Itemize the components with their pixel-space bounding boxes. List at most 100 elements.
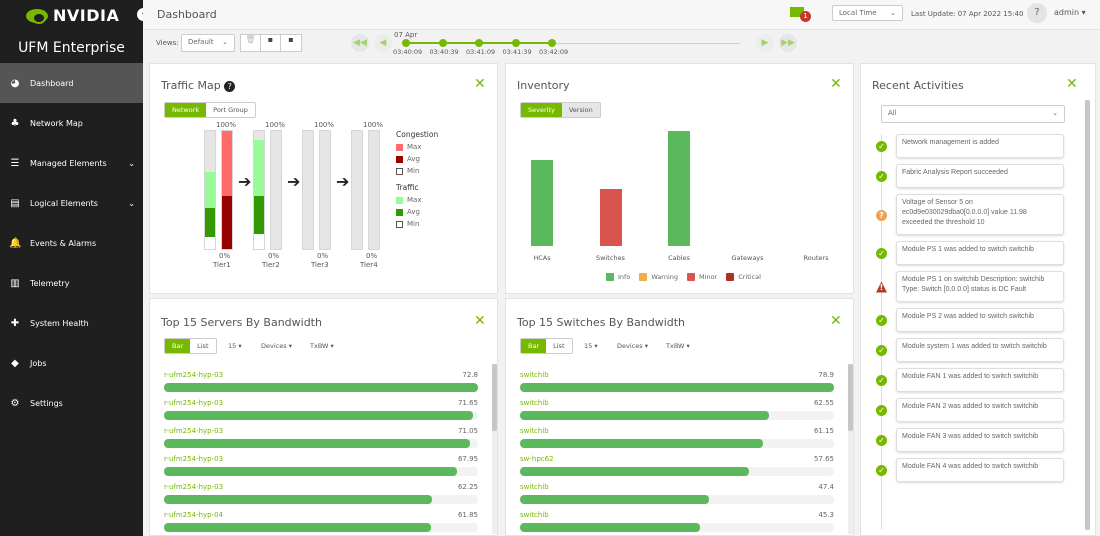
close-panel-icon[interactable]: ✕ [1066, 76, 1078, 92]
fast-forward-button[interactable]: ▶▶ [779, 34, 797, 52]
activity-item[interactable]: Module FAN 4 was added to switch switchi… [896, 458, 1064, 482]
sidebar-item-network-map[interactable]: ♣ Network Map [0, 103, 143, 143]
bandwidth-row[interactable]: switchib 61.15 [520, 427, 834, 449]
activity-item[interactable]: Module FAN 2 was added to switch switchi… [896, 398, 1064, 422]
inventory-bar[interactable] [599, 188, 622, 246]
device-link[interactable]: r-ufm254-hyp-03 [164, 371, 224, 379]
tab-network[interactable]: Network [165, 103, 207, 117]
bandwidth-row[interactable]: r-ufm254-hyp-03 62.25 [164, 483, 478, 505]
activity-item[interactable]: Module PS 1 was added to switch switchib [896, 241, 1064, 265]
activity-item[interactable]: Module system 1 was added to switch swit… [896, 338, 1064, 362]
metric-dropdown[interactable]: TxBW ▾ [310, 342, 334, 350]
bandwidth-row[interactable]: r-ufm254-hyp-03 71.05 [164, 427, 478, 449]
metric-dropdown[interactable]: TxBW ▾ [666, 342, 690, 350]
tier-traffic-bar[interactable] [204, 130, 216, 250]
activity-filter-select[interactable]: All ⌄ [881, 105, 1065, 123]
bandwidth-row[interactable]: r-ufm254-hyp-03 72.8 [164, 371, 478, 393]
help-button[interactable]: ? [1027, 3, 1047, 23]
timeline-point[interactable] [402, 39, 410, 47]
device-link[interactable]: r-ufm254-hyp-03 [164, 399, 224, 407]
step-back-button[interactable]: ◀ [374, 34, 392, 52]
time-mode-select[interactable]: Local Time ⌄ [832, 5, 903, 21]
activity-item[interactable]: Voltage of Sensor 5 on ec0d9e030029dba0[… [896, 194, 1064, 235]
folder-view-icon[interactable]: ▪ [261, 35, 281, 51]
close-panel-icon[interactable]: ✕ [830, 313, 842, 329]
bandwidth-row[interactable]: switchib 45.3 [520, 511, 834, 533]
device-link[interactable]: switchib [520, 511, 549, 519]
sidebar-item-telemetry[interactable]: ▥ Telemetry [0, 263, 143, 303]
activity-item[interactable]: Module PS 1 on switchib Description: swi… [896, 271, 1064, 302]
timeline-point[interactable] [511, 39, 520, 47]
bandwidth-row[interactable]: r-ufm254-hyp-03 67.95 [164, 455, 478, 477]
help-icon[interactable]: ? [224, 81, 236, 92]
tab-severity[interactable]: Severity [521, 103, 562, 117]
device-link[interactable]: r-ufm254-hyp-03 [164, 455, 224, 463]
save-view-icon[interactable]: ▪ [288, 35, 294, 44]
tier-traffic-bar[interactable] [302, 130, 314, 250]
scrollbar[interactable] [848, 364, 853, 534]
count-dropdown[interactable]: 15 ▾ [584, 342, 598, 350]
timeline-point[interactable] [475, 39, 483, 47]
sidebar-item-dashboard[interactable]: ◕ Dashboard [0, 63, 143, 103]
scrollbar[interactable] [1085, 100, 1090, 530]
tab-list[interactable]: List [190, 339, 216, 353]
sidebar-item-events-alarms[interactable]: 🔔 Events & Alarms [0, 223, 143, 263]
bandwidth-row[interactable]: sw-hpc62 57.65 [520, 455, 834, 477]
activity-item[interactable]: Module FAN 1 was added to switch switchi… [896, 368, 1064, 392]
device-link[interactable]: switchib [520, 399, 549, 407]
sidebar-item-logical-elements[interactable]: ▤ Logical Elements ⌄ [0, 183, 143, 223]
sidebar-item-settings[interactable]: ⚙ Settings [0, 383, 143, 423]
tab-bar[interactable]: Bar [165, 339, 191, 353]
user-menu[interactable]: admin ▾ [1054, 8, 1086, 17]
timeline-track[interactable] [406, 43, 740, 44]
inventory-bar[interactable] [668, 131, 690, 246]
legend-item[interactable]: Info [606, 271, 630, 283]
legend-item[interactable]: Warning [639, 271, 678, 283]
timeline-point[interactable] [548, 39, 556, 47]
sidebar-item-managed-elements[interactable]: ☰ Managed Elements ⌄ [0, 143, 143, 183]
legend-item[interactable]: Minor [687, 271, 717, 283]
bandwidth-row[interactable]: switchib 47.4 [520, 483, 834, 505]
device-link[interactable]: r-ufm254-hyp-03 [164, 483, 224, 491]
bandwidth-row[interactable]: switchib 62.55 [520, 399, 834, 421]
delete-view-icon[interactable]: 🗑 [241, 35, 261, 51]
tier-traffic-bar[interactable] [253, 130, 265, 250]
device-link[interactable]: switchib [520, 371, 549, 379]
timeline-point[interactable] [438, 39, 447, 47]
rewind-button[interactable]: ◀◀ [351, 34, 369, 52]
group-dropdown[interactable]: Devices ▾ [261, 342, 292, 350]
tier-congestion-bar[interactable] [368, 130, 380, 250]
close-panel-icon[interactable]: ✕ [830, 76, 842, 92]
tier-traffic-bar[interactable] [351, 130, 363, 250]
close-panel-icon[interactable]: ✕ [474, 313, 486, 329]
inventory-bar[interactable] [531, 159, 553, 246]
activity-item[interactable]: Module PS 2 was added to switch switchib [896, 308, 1064, 332]
activity-item[interactable]: Network management is added [896, 134, 1064, 158]
count-dropdown[interactable]: 15 ▾ [228, 342, 242, 350]
activity-item[interactable]: Fabric Analysis Report succeeded [896, 164, 1064, 188]
close-panel-icon[interactable]: ✕ [474, 76, 486, 92]
views-select[interactable]: Default ⌄ [181, 34, 235, 52]
device-link[interactable]: switchib [520, 427, 549, 435]
tier-congestion-bar[interactable] [270, 130, 282, 250]
device-link[interactable]: switchib [520, 483, 549, 491]
device-link[interactable]: r-ufm254-hyp-04 [164, 511, 224, 519]
tier-congestion-bar[interactable] [221, 130, 233, 250]
legend-item[interactable]: Critical [726, 271, 761, 283]
bandwidth-row[interactable]: r-ufm254-hyp-04 61.85 [164, 511, 478, 533]
tab-port-group[interactable]: Port Group [206, 103, 255, 117]
tab-version[interactable]: Version [561, 103, 600, 117]
activity-item[interactable]: Module FAN 3 was added to switch switchi… [896, 428, 1064, 452]
group-dropdown[interactable]: Devices ▾ [617, 342, 648, 350]
bandwidth-row[interactable]: switchib 78.9 [520, 371, 834, 393]
tier-congestion-bar[interactable] [319, 130, 331, 250]
step-forward-button[interactable]: ▶ [756, 34, 774, 52]
bandwidth-row[interactable]: r-ufm254-hyp-03 71.65 [164, 399, 478, 421]
tab-list[interactable]: List [546, 339, 572, 353]
mail-icon[interactable] [790, 7, 804, 17]
tab-bar[interactable]: Bar [521, 339, 547, 353]
device-link[interactable]: r-ufm254-hyp-03 [164, 427, 224, 435]
device-link[interactable]: sw-hpc62 [520, 455, 554, 463]
sidebar-item-jobs[interactable]: ◆ Jobs [0, 343, 143, 383]
scrollbar[interactable] [492, 364, 497, 534]
